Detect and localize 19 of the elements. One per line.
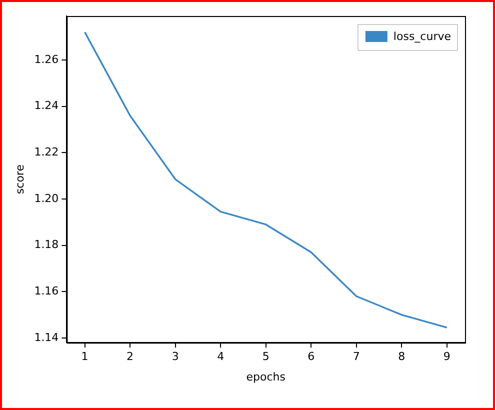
x-axis-title: epochs xyxy=(246,370,286,384)
x-tick-label: 3 xyxy=(172,350,179,364)
x-tick-label: 1 xyxy=(81,350,88,364)
y-tick-label: 1.14 xyxy=(34,330,59,344)
x-tick-label: 2 xyxy=(126,350,134,364)
y-tick-label: 1.24 xyxy=(34,99,59,112)
x-tick-label: 9 xyxy=(443,350,450,364)
x-tick-label: 5 xyxy=(262,350,270,364)
y-tick-label: 1.26 xyxy=(34,52,59,66)
y-tick-label: 1.20 xyxy=(34,192,59,205)
x-tick-label: 6 xyxy=(308,350,315,364)
y-tick-label: 1.16 xyxy=(34,284,59,298)
x-tick-label: 4 xyxy=(217,350,224,364)
y-tick-label: 1.22 xyxy=(34,146,59,159)
y-tick-label: 1.18 xyxy=(34,238,59,252)
x-tick-label: 8 xyxy=(398,350,406,364)
legend-label: loss_curve xyxy=(393,30,452,43)
x-tick-label: 7 xyxy=(352,350,360,364)
y-axis-title: score xyxy=(13,164,26,194)
